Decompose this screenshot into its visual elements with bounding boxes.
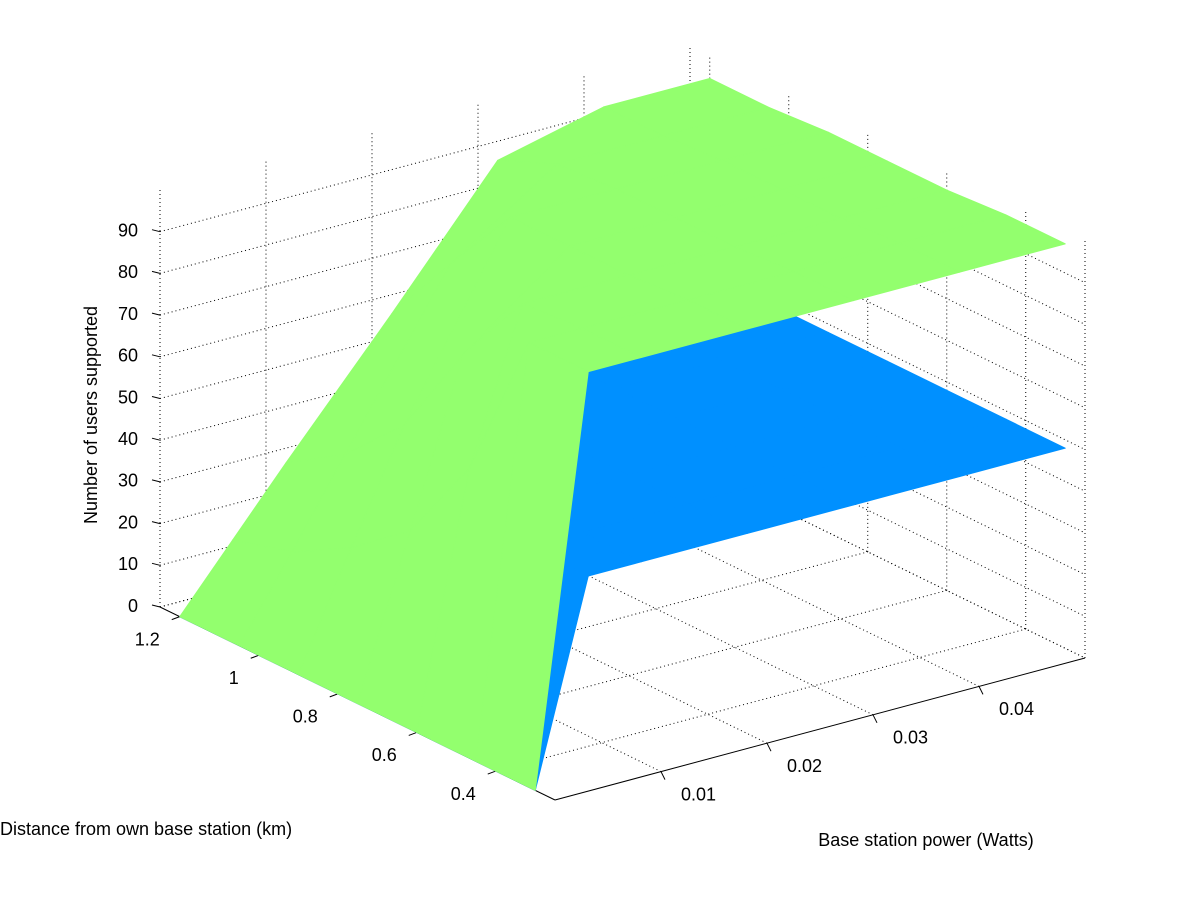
z-tick [151, 229, 161, 233]
z-tick-label: 10 [118, 554, 138, 574]
x-tick [660, 771, 666, 780]
y-tick [408, 731, 417, 736]
y-tick [487, 770, 496, 775]
y-tick-label: 1 [229, 668, 239, 688]
z-axis-label: Number of users supported [81, 306, 101, 524]
x-tick [978, 686, 984, 695]
z-tick [151, 396, 161, 399]
x-tick-label: 0.01 [681, 784, 716, 804]
x-tick-label: 0.04 [999, 699, 1034, 719]
surfaces [179, 78, 1066, 791]
x-tick [872, 714, 878, 724]
y-tick-label: 0.8 [293, 707, 318, 727]
z-tick-label: 50 [118, 387, 138, 407]
z-tick-label: 80 [118, 262, 138, 282]
y-tick-label: 0.6 [372, 745, 397, 765]
z-tick-label: 40 [118, 429, 138, 449]
x-tick-label: 0.02 [787, 756, 822, 776]
x-axis-label: Base station power (Watts) [818, 830, 1033, 850]
z-tick-label: 20 [118, 512, 138, 532]
surface-patch [475, 342, 589, 791]
axis-edge [554, 657, 1086, 801]
tick-labels: 0.01 0.02 0.03 0.04 0.4 0.6 0.8 1 1.2 0 10 20 30 40 50… [118, 220, 1034, 804]
z-tick [151, 479, 161, 483]
z-tick [151, 604, 161, 608]
z-tick [151, 312, 161, 316]
z-tick-label: 70 [118, 304, 138, 324]
z-tick-label: 90 [118, 220, 138, 240]
z-tick [151, 562, 161, 566]
x-tick [766, 742, 772, 752]
y-tick-label: 0.4 [451, 784, 476, 804]
y-axis-label: Distance from own base station (km) [0, 819, 292, 839]
z-tick [151, 437, 161, 441]
y-tick [250, 654, 259, 659]
z-tick-label: 30 [118, 471, 138, 491]
x-tick-label: 0.03 [893, 728, 928, 748]
z-tick [151, 521, 161, 525]
z-tick [151, 270, 161, 274]
y-tick [329, 693, 338, 698]
y-tick [171, 616, 180, 621]
z-tick-label: 0 [128, 596, 138, 616]
z-tick [151, 354, 161, 358]
y-tick-label: 1.2 [135, 629, 160, 649]
z-tick-label: 60 [118, 346, 138, 366]
